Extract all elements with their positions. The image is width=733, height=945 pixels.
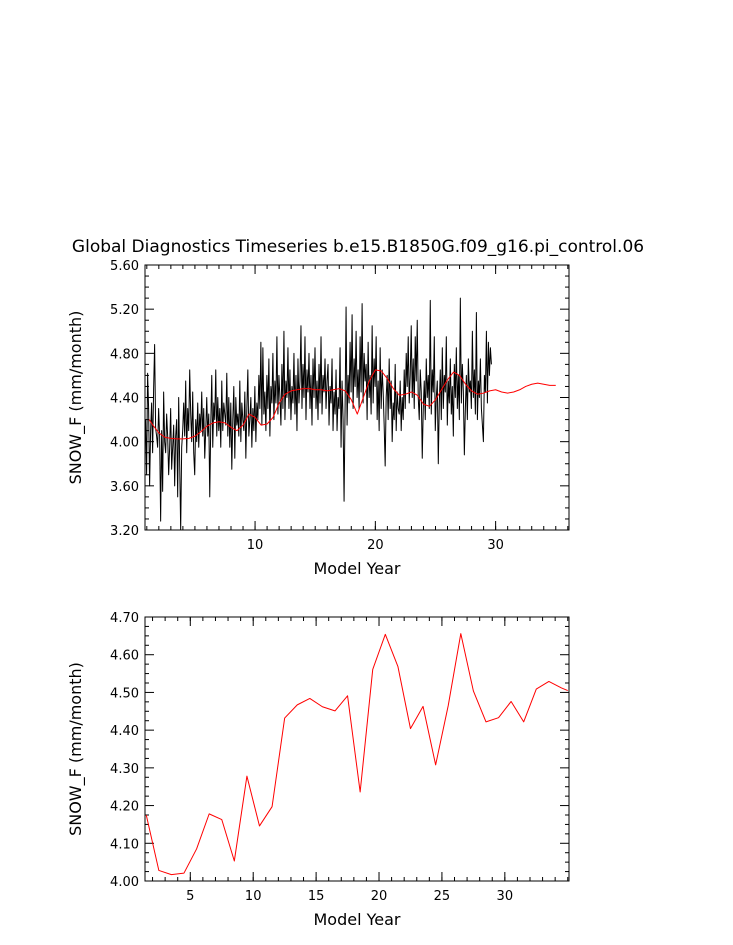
y-tick-label: 4.10: [110, 837, 139, 852]
y-tick-label: 3.20: [110, 524, 139, 539]
x-axis-label: Model Year: [314, 910, 401, 929]
x-axis-label: Model Year: [314, 559, 401, 578]
bottom-annual-mean-plot: 5 10 15 20 25 30 4.00 4.10 4.20 4.30 4.40 4.50 4.60 4…: [66, 611, 570, 929]
y-tick-label: 4.80: [110, 347, 139, 362]
y-tick-label: 4.30: [110, 762, 139, 777]
x-tick-label: 20: [367, 538, 384, 553]
series-line-monthly: [145, 297, 492, 530]
x-tick-label: 10: [247, 538, 264, 553]
top-timeseries-plot: 10 20 30 3.20 3.60 4.00 4.40 4.80 5.20 5.60 Model …: [66, 259, 570, 578]
x-tick-label: 15: [308, 889, 325, 904]
y-axis-label: SNOW_F (mm/month): [66, 662, 86, 836]
x-tick-label: 30: [487, 538, 504, 553]
plot-frame: [144, 616, 570, 882]
figure-title: Global Diagnostics Timeseries b.e15.B185…: [72, 237, 644, 257]
x-tick-label: 30: [497, 889, 514, 904]
y-axis-label: SNOW_F (mm/month): [66, 311, 86, 485]
y-tick-label: 4.00: [110, 875, 139, 890]
y-tick-label: 4.00: [110, 436, 139, 451]
x-tick-label: 10: [245, 889, 262, 904]
y-tick-label: 5.20: [110, 303, 139, 318]
x-tick-label: 5: [186, 889, 194, 904]
y-tick-label: 4.60: [110, 649, 139, 664]
y-tick-label: 4.40: [110, 724, 139, 739]
y-tick-label: 4.70: [110, 611, 139, 626]
y-tick-label: 5.60: [110, 259, 139, 274]
series-line-annual-mean: [145, 633, 568, 876]
series-line-annual-mean-smoothed-: [148, 369, 556, 440]
y-tick-label: 3.60: [110, 480, 139, 495]
y-tick-label: 4.40: [110, 392, 139, 407]
y-tick-label: 4.20: [110, 800, 139, 815]
y-tick-label: 4.50: [110, 686, 139, 701]
x-tick-label: 25: [434, 889, 451, 904]
x-tick-label: 20: [371, 889, 388, 904]
